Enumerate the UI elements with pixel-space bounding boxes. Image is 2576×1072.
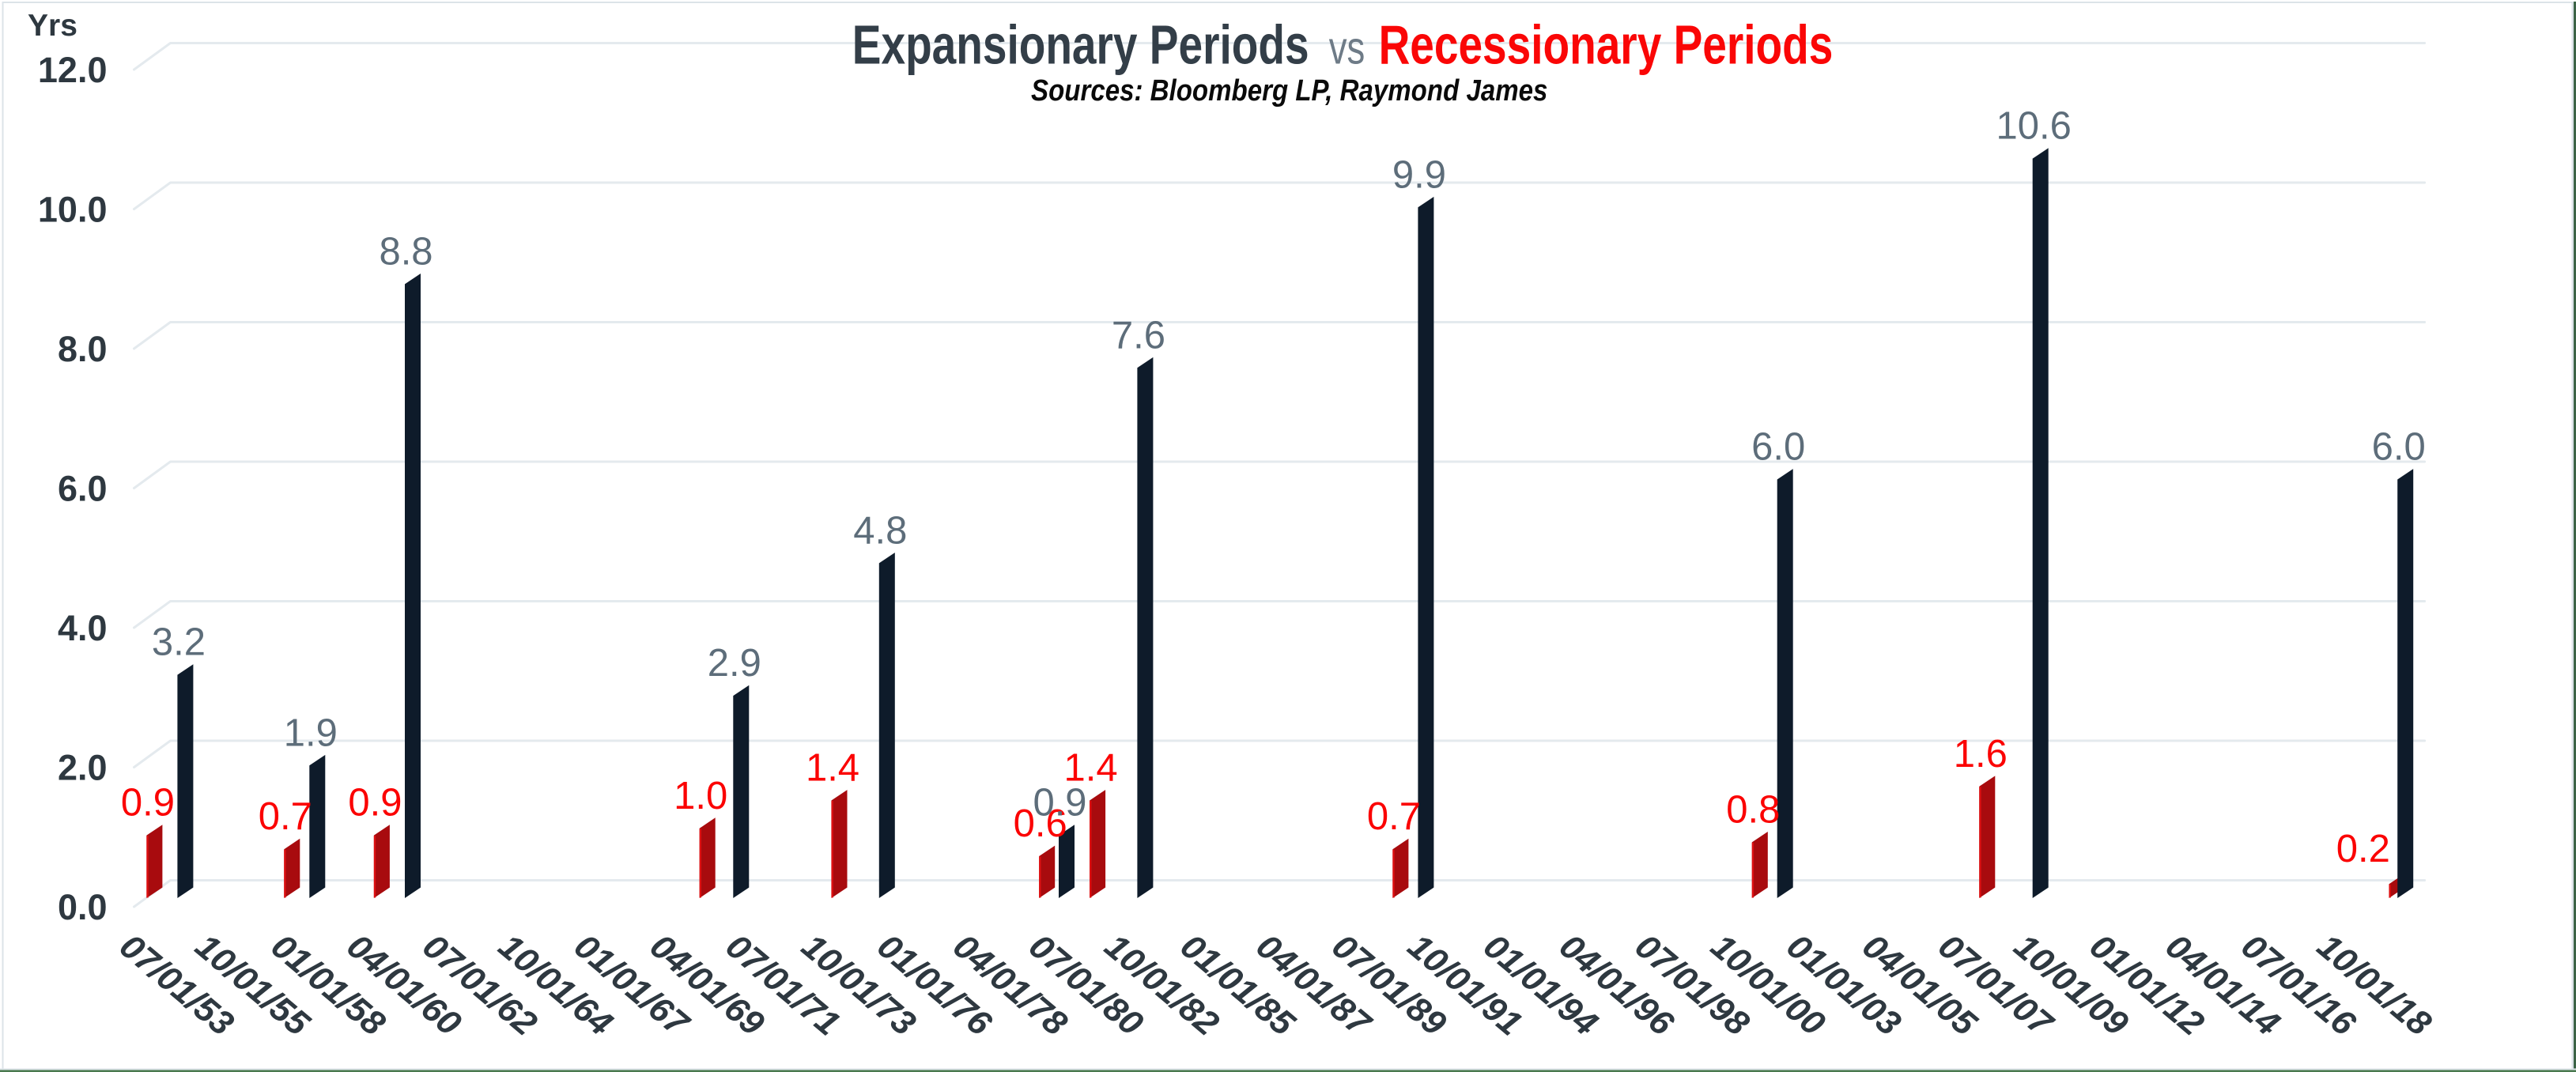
svg-text:12.0: 12.0 [38, 50, 108, 90]
svg-text:10.0: 10.0 [38, 190, 108, 230]
svg-text:2.0: 2.0 [58, 748, 108, 788]
svg-text:6.0: 6.0 [2372, 426, 2426, 469]
svg-text:7.6: 7.6 [1112, 314, 1165, 357]
svg-text:0.9: 0.9 [1033, 782, 1086, 825]
svg-text:1.6: 1.6 [1954, 733, 2008, 776]
svg-text:2.9: 2.9 [708, 642, 761, 685]
svg-text:8.0: 8.0 [58, 329, 108, 369]
svg-text:0.0: 0.0 [58, 887, 108, 927]
svg-text:1.4: 1.4 [1064, 747, 1118, 790]
svg-text:0.9: 0.9 [121, 782, 175, 825]
svg-text:4.0: 4.0 [58, 608, 108, 648]
svg-text:1.9: 1.9 [284, 712, 338, 754]
svg-text:3.2: 3.2 [152, 621, 206, 664]
svg-text:4.8: 4.8 [853, 509, 907, 552]
svg-text:1.4: 1.4 [806, 747, 859, 790]
svg-text:0.6: 0.6 [1014, 802, 1067, 845]
svg-text:0.7: 0.7 [259, 795, 312, 838]
svg-text:10.6: 10.6 [1996, 105, 2072, 148]
svg-text:Yrs: Yrs [28, 9, 77, 43]
svg-text:0.8: 0.8 [1726, 788, 1780, 831]
svg-text:0.2: 0.2 [2336, 828, 2390, 870]
svg-text:6.0: 6.0 [1751, 426, 1805, 469]
svg-text:1.0: 1.0 [674, 775, 727, 817]
svg-text:Sources: Bloomberg LP, Raymond: Sources: Bloomberg LP, Raymond James [1031, 74, 1547, 108]
svg-text:0.7: 0.7 [1367, 795, 1421, 838]
svg-text:8.8: 8.8 [379, 230, 432, 273]
svg-text:6.0: 6.0 [58, 469, 108, 509]
svg-text:9.9: 9.9 [1392, 153, 1446, 196]
svg-text:0.9: 0.9 [348, 782, 402, 825]
